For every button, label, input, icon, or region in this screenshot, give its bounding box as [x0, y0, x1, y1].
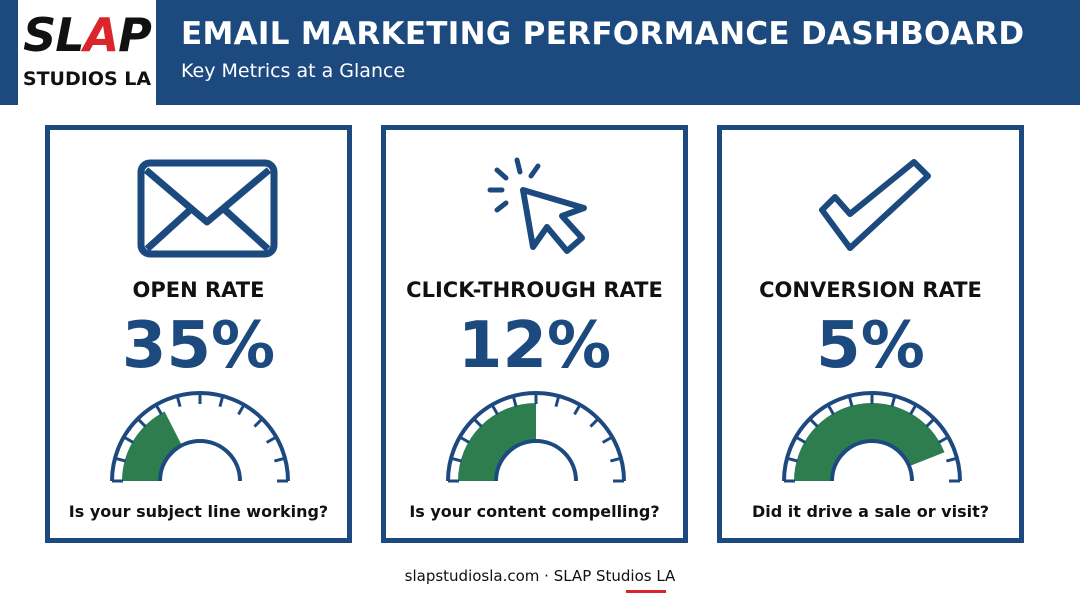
gauge-inner-arc	[158, 439, 242, 482]
gauge-tick	[601, 435, 613, 444]
header-banner: SLAP STUDIOS LA EMAIL MARKETING PERFORMA…	[0, 0, 1080, 105]
gauge-tick	[795, 435, 807, 444]
gauge-tick	[273, 456, 286, 463]
envelope-icon	[137, 159, 278, 258]
gauge-fill	[458, 403, 536, 481]
gauge-tick	[925, 417, 936, 428]
logo-wordmark: SLAP	[23, 8, 152, 62]
gauge	[782, 391, 962, 483]
gauge	[110, 391, 290, 483]
gauge-tick	[786, 456, 799, 463]
gauge-tick	[490, 404, 499, 416]
gauge-tick	[175, 395, 182, 408]
cursor-click-icon	[487, 157, 587, 254]
gauge-tick	[154, 404, 163, 416]
gauge-tick	[573, 404, 582, 416]
gauge-fill	[794, 402, 945, 481]
gauge-tick	[511, 395, 518, 408]
gauge-tick	[450, 456, 463, 463]
footer-text: slapstudiosla.com · SLAP Studios LA	[404, 567, 676, 585]
metric-label: CLICK-THROUGH RATE	[406, 278, 663, 302]
logo[interactable]: SLAP STUDIOS LA	[18, 0, 156, 105]
page-subtitle: Key Metrics at a Glance	[181, 60, 406, 82]
gauge-tick	[218, 395, 225, 408]
metric-question: Did it drive a sale or visit?	[751, 502, 990, 521]
metric-value: 35%	[121, 309, 276, 383]
metric-value: 5%	[816, 309, 925, 383]
gauge-tick	[237, 404, 246, 416]
metric-card-open-rate: OPEN RATE 35% Is your subject line worki…	[45, 125, 352, 543]
gauge-tick	[554, 395, 561, 408]
gauge-tick	[937, 435, 949, 444]
gauge-tick	[847, 395, 854, 408]
gauge-tick	[826, 404, 835, 416]
gauge-tick	[136, 417, 147, 428]
gauge-tick	[459, 435, 471, 444]
metric-card-click-through-rate: CLICK-THROUGH RATE 12% Is your content c…	[381, 125, 688, 543]
metric-question: Is your subject line working?	[68, 502, 329, 521]
gauge-tick	[589, 417, 600, 428]
gauge-inner-arc	[830, 439, 914, 482]
gauge-tick	[909, 404, 918, 416]
metric-card-conversion-rate: CONVERSION RATE 5% Did it drive a sale o…	[717, 125, 1024, 543]
metric-question: Is your content compelling?	[409, 502, 660, 521]
gauge-inner-arc	[494, 439, 578, 482]
gauge	[446, 391, 626, 483]
gauge-tick	[890, 395, 897, 408]
gauge-tick	[808, 417, 819, 428]
logo-subtext: STUDIOS LA	[22, 68, 152, 90]
gauge-tick	[123, 435, 135, 444]
footer-accent-line	[626, 590, 666, 593]
metric-value: 12%	[457, 309, 612, 383]
metric-label: OPEN RATE	[132, 278, 265, 302]
gauge-tick	[472, 417, 483, 428]
page-title: EMAIL MARKETING PERFORMANCE DASHBOARD	[181, 16, 1025, 52]
gauge-tick	[265, 435, 277, 444]
gauge-tick	[609, 456, 622, 463]
gauge-fill	[122, 411, 182, 481]
checkmark-icon	[819, 159, 931, 251]
gauge-tick	[114, 456, 127, 463]
gauge-tick	[945, 456, 958, 463]
metric-label: CONVERSION RATE	[759, 278, 982, 302]
gauge-tick	[253, 417, 264, 428]
